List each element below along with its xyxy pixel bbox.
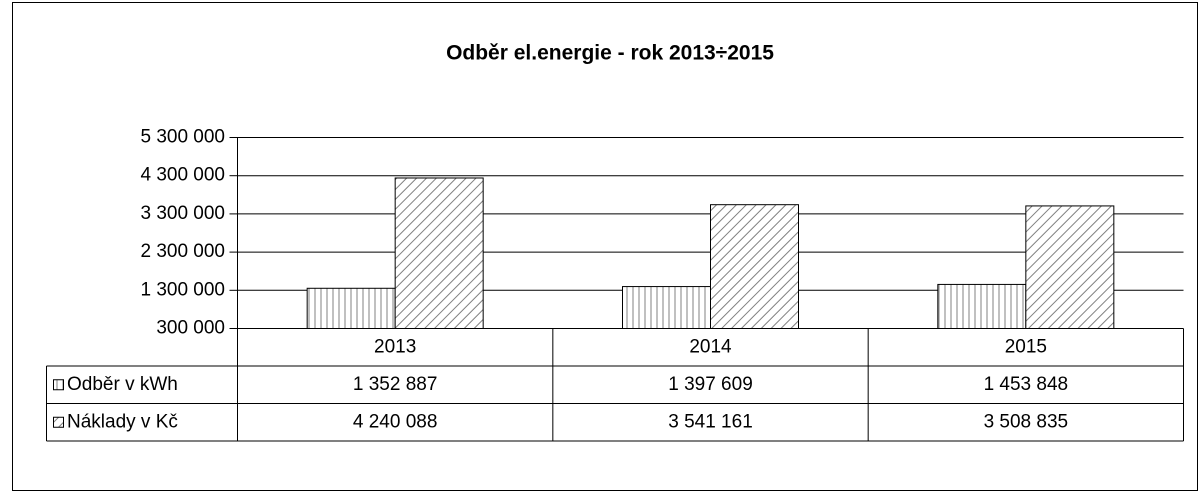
table-value: 1 397 609 — [668, 374, 753, 395]
y-tick-label: 4 300 000 — [140, 165, 225, 186]
y-tick-label: 5 300 000 — [140, 127, 225, 148]
legend-label: Náklady v Kč — [67, 411, 178, 432]
x-tick-label: 2013 — [374, 336, 416, 357]
chart-title: Odběr el.energie - rok 2013÷2015 — [446, 42, 774, 65]
y-tick-label: 2 300 000 — [140, 241, 225, 262]
table-value: 1 352 887 — [353, 374, 438, 395]
table-value: 3 541 161 — [668, 411, 753, 432]
bar — [622, 286, 711, 330]
legend-label: Odběr v kWh — [67, 374, 178, 395]
chart-border — [12, 2, 1198, 491]
x-tick-label: 2014 — [689, 336, 732, 357]
bar — [394, 177, 484, 329]
y-tick-label: 1 300 000 — [140, 279, 225, 300]
bar — [937, 283, 1027, 329]
table-value: 1 453 848 — [984, 374, 1069, 395]
bar — [306, 287, 396, 330]
x-tick-label: 2015 — [1005, 336, 1047, 357]
bar — [710, 204, 799, 329]
table-value: 4 240 088 — [353, 411, 438, 432]
y-tick-label: 3 300 000 — [140, 203, 225, 224]
bar — [1025, 205, 1115, 329]
table-value: 3 508 835 — [984, 411, 1069, 432]
y-tick-label: 300 000 — [156, 318, 225, 339]
legend-swatch — [53, 379, 64, 391]
legend-swatch — [53, 416, 64, 428]
